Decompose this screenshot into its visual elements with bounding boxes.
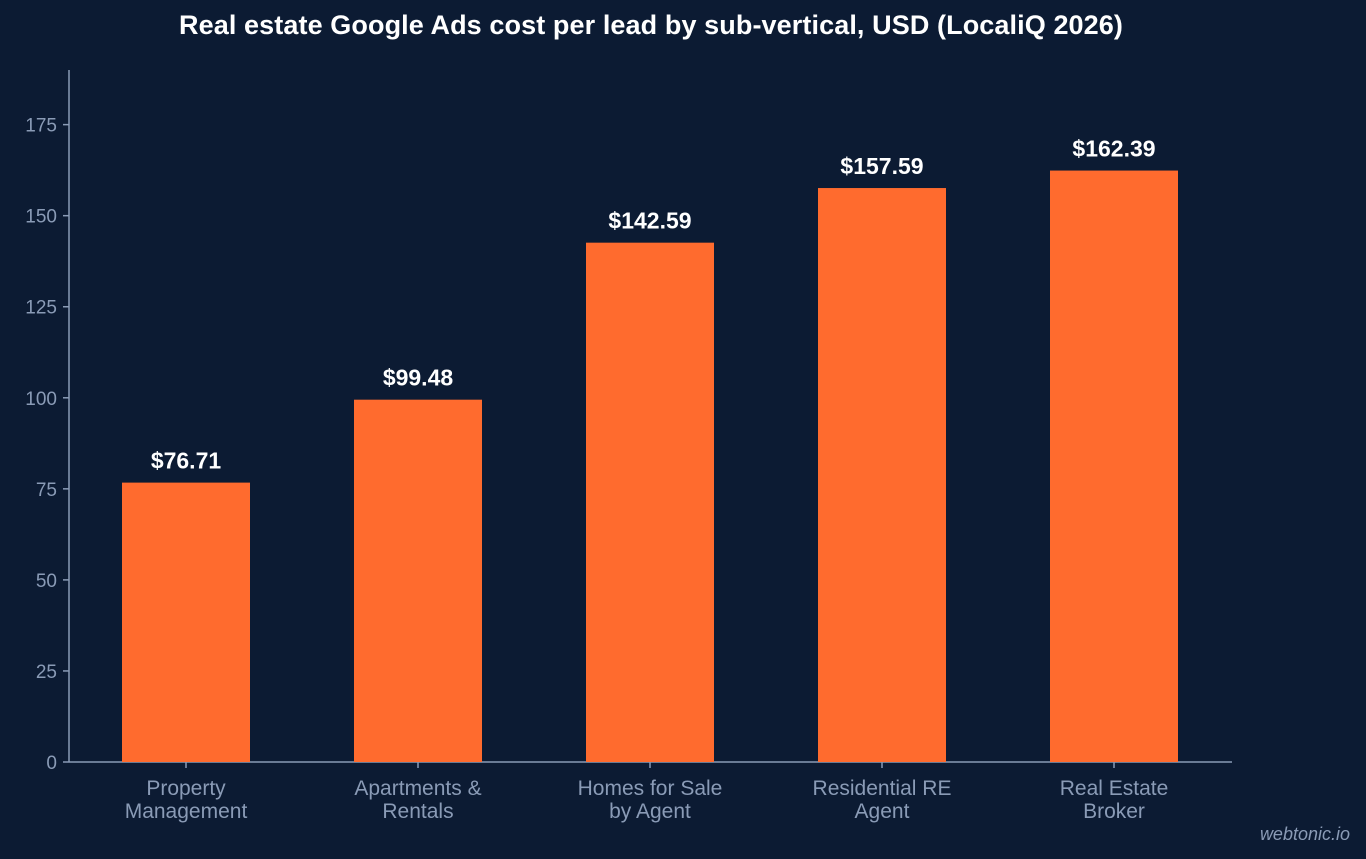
- data-label: $76.71: [151, 448, 222, 474]
- x-tick-label: Rentals: [382, 800, 453, 823]
- chart-title: Real estate Google Ads cost per lead by …: [179, 10, 1123, 40]
- y-tick-label: 150: [25, 207, 57, 228]
- data-label: $157.59: [840, 153, 923, 179]
- x-tick-label: Residential RE: [813, 777, 952, 800]
- y-tick-label: 0: [46, 753, 57, 774]
- data-label: $142.59: [608, 208, 691, 234]
- data-label: $162.39: [1072, 136, 1155, 162]
- x-tick-label: Agent: [855, 800, 910, 823]
- x-tick-label: Broker: [1083, 800, 1145, 823]
- watermark: webtonic.io: [1259, 824, 1350, 844]
- bar: [818, 188, 946, 762]
- x-tick-label: Real Estate: [1060, 777, 1169, 800]
- bar: [586, 242, 714, 762]
- x-tick-label: Homes for Sale: [578, 777, 723, 800]
- y-tick-label: 50: [36, 571, 57, 592]
- y-tick-label: 175: [25, 116, 57, 137]
- y-tick-label: 100: [25, 389, 57, 410]
- x-tick-label: by Agent: [609, 800, 691, 823]
- x-tick-label: Property: [146, 777, 226, 800]
- bar: [354, 399, 482, 762]
- y-tick-label: 75: [36, 480, 57, 501]
- data-label: $99.48: [383, 365, 454, 391]
- x-tick-label: Management: [125, 800, 248, 823]
- bar: [1050, 170, 1178, 762]
- y-tick-label: 125: [25, 298, 57, 319]
- x-tick-label: Apartments &: [354, 777, 481, 800]
- bar: [122, 482, 250, 762]
- y-tick-label: 25: [36, 662, 57, 683]
